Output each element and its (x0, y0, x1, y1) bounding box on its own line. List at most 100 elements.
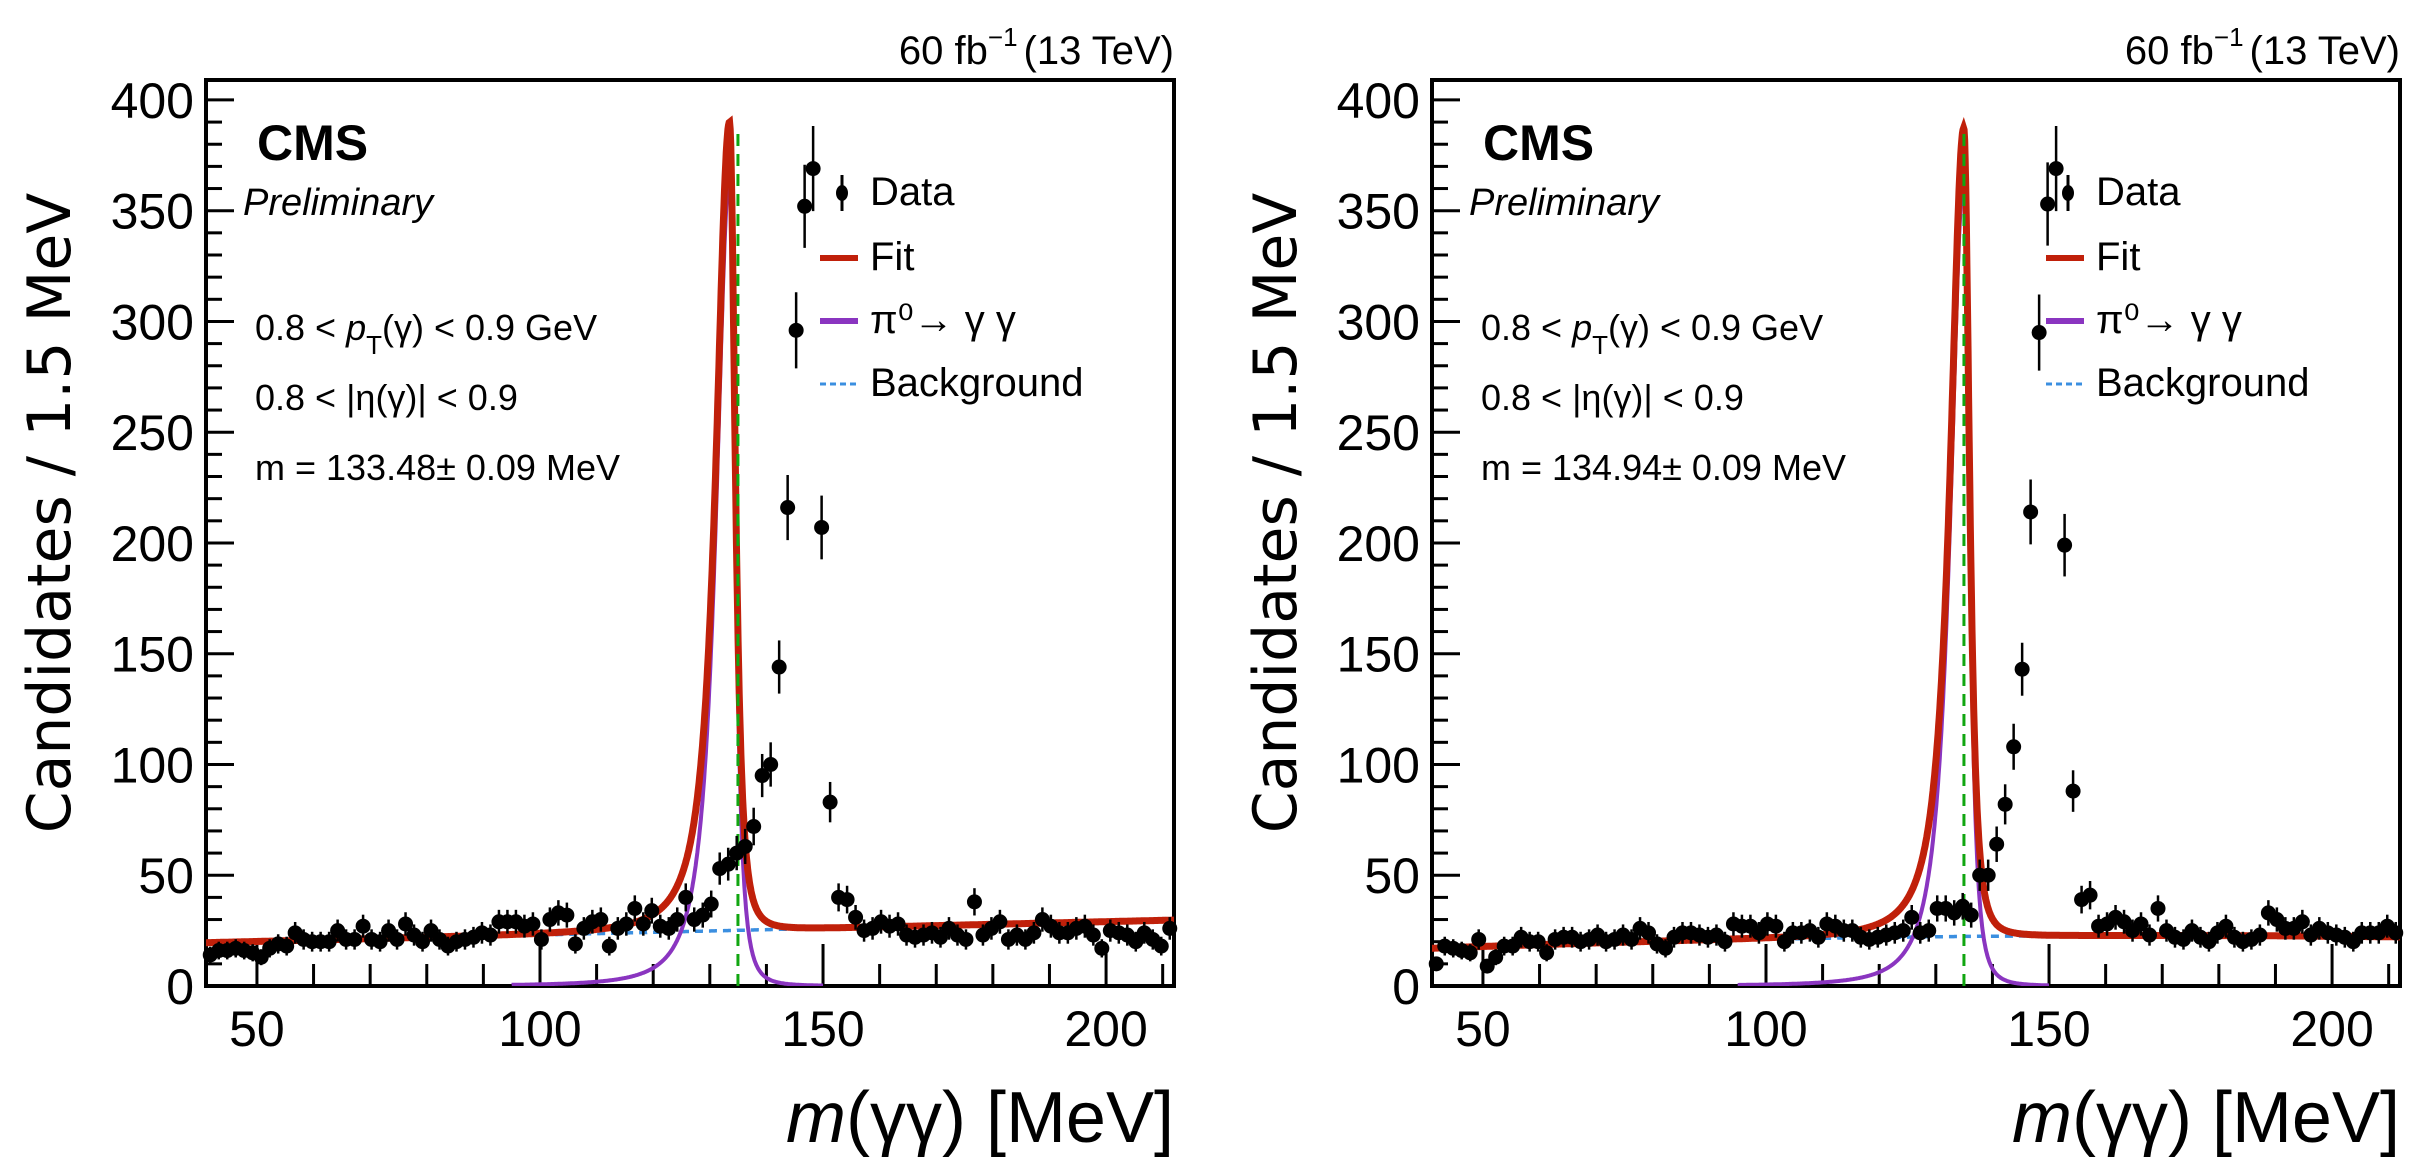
data-point (1768, 914, 1784, 938)
plot-frame (204, 78, 1176, 988)
y-tick-label: 250 (111, 405, 194, 461)
data-point-marker (737, 838, 753, 854)
data-point (1153, 936, 1169, 956)
data-point (2142, 924, 2158, 946)
data-point-marker (355, 918, 371, 934)
data-point (415, 931, 431, 952)
legend-item-data: Data (836, 170, 955, 214)
x-tick-label: 150 (2007, 1001, 2090, 1057)
y-tick-label: 350 (111, 184, 194, 240)
legend-marker-dot (2062, 185, 2074, 201)
data-point-marker (1488, 949, 1504, 965)
data-point (601, 936, 617, 956)
data-point-marker (1094, 940, 1110, 956)
x-tick-label: 200 (2290, 1001, 2373, 1057)
lumi-exponent: −1 (988, 22, 1018, 52)
data-point (1921, 919, 1937, 942)
x-tick-label: 100 (1724, 1001, 1807, 1057)
data-point (1428, 956, 1444, 972)
data-point-marker (601, 938, 617, 954)
data-point (627, 895, 643, 922)
data-point (788, 292, 804, 369)
data-point-marker (321, 934, 337, 950)
pt-sub: T (1592, 330, 1608, 360)
data-point (347, 929, 363, 950)
x-axis-label: m(γγ) [MeV] (786, 1078, 1174, 1158)
x-axis-label-var: m (2012, 1078, 2072, 1158)
lumi-exponent: −1 (2214, 22, 2244, 52)
y-tick-label: 50 (138, 848, 194, 904)
data-point-marker (1989, 836, 2005, 852)
data-point-marker (1904, 909, 1920, 925)
legend-item-: π⁰→ γ γ (2046, 298, 2242, 342)
x-tick-label: 50 (1455, 1001, 1511, 1057)
data-point (389, 929, 405, 950)
data-point-marker (754, 768, 770, 784)
pt-var: p (345, 307, 366, 348)
data-point (372, 931, 388, 952)
data-point-marker (525, 916, 541, 932)
lumi-label: 60 fb−1 (13 TeV) (899, 22, 1174, 73)
pt-suffix: (γ) < 0.9 GeV (382, 307, 597, 348)
pt-suffix: (γ) < 0.9 GeV (1608, 307, 1823, 348)
data-point-marker (1768, 918, 1784, 934)
data-point-marker (2048, 161, 2064, 177)
data-point (567, 934, 583, 954)
pt-sub: T (366, 330, 382, 360)
data-point (2006, 723, 2022, 770)
data-point-marker (814, 519, 830, 535)
legend-label: π⁰→ γ γ (2096, 298, 2242, 342)
data-point (2082, 880, 2098, 910)
data-point (958, 929, 974, 950)
data-point-marker (1997, 796, 2013, 812)
data-point (1641, 921, 1657, 944)
data-point (355, 914, 371, 938)
data-point (992, 909, 1008, 934)
y-tick-label: 100 (111, 737, 194, 793)
data-point-marker (1539, 945, 1555, 961)
fitted-mass-label: m = 134.94± 0.09 MeV (1481, 447, 1846, 488)
x-tick-label: 150 (781, 1001, 864, 1057)
x-tick-label: 200 (1064, 1001, 1147, 1057)
data-point-marker (2388, 925, 2404, 941)
data-point-marker (1980, 867, 1996, 883)
y-tick-label: 150 (111, 627, 194, 683)
pt-prefix: 0.8 < (1481, 307, 1572, 348)
data-point-marker (966, 894, 982, 910)
legend-label: Fit (870, 235, 914, 279)
data-point (763, 742, 779, 787)
data-point (797, 164, 813, 248)
data-point (1658, 939, 1674, 958)
y-tick-label: 300 (1337, 294, 1420, 350)
data-point-marker (890, 916, 906, 932)
lumi-energy: (13 TeV) (2250, 29, 2400, 73)
legend-label: Background (870, 361, 1083, 405)
data-point (1539, 944, 1555, 962)
data-point (1810, 926, 1826, 948)
data-point-marker (347, 931, 363, 947)
data-point (2057, 513, 2073, 577)
lumi-label: 60 fb−1 (13 TeV) (2125, 22, 2400, 73)
x-axis-label-rest: (γγ) [MeV] (2072, 1078, 2400, 1158)
legend-item-: π⁰→ γ γ (820, 298, 1016, 342)
data-point-marker (1810, 929, 1826, 945)
preliminary-label: Preliminary (1469, 182, 1661, 224)
data-point-marker (848, 909, 864, 925)
legend-label: π⁰→ γ γ (870, 298, 1016, 342)
data-point (703, 890, 719, 918)
data-point-marker (635, 916, 651, 932)
chart-panel-left: 0 50 100 150 200 250 300 350 400 50 100 150 200 Candi… (15, 22, 1178, 1158)
data-point (890, 912, 906, 936)
pt-prefix: 0.8 < (255, 307, 346, 348)
data-point (2023, 479, 2039, 545)
y-tick-label: 250 (1337, 405, 1420, 461)
data-point (279, 936, 295, 956)
data-point-marker (1085, 927, 1101, 943)
legend-item-background: Background (820, 361, 1083, 405)
legend-item-data: Data (2062, 170, 2181, 214)
data-point-marker (1026, 925, 1042, 941)
data-point (780, 474, 796, 541)
legend-item-fit: Fit (2046, 235, 2140, 279)
data-point (1085, 924, 1101, 946)
data-point-marker (2040, 196, 2056, 212)
